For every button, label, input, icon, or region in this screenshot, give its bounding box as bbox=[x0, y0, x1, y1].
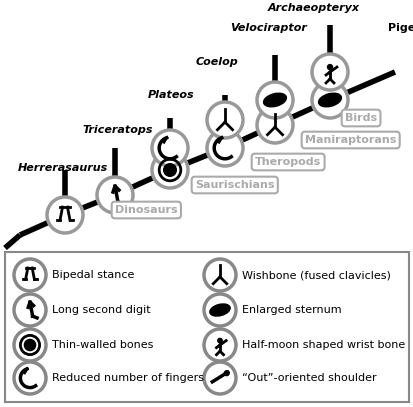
Circle shape bbox=[204, 259, 235, 291]
Circle shape bbox=[204, 362, 235, 394]
Ellipse shape bbox=[263, 93, 286, 107]
Text: Theropods: Theropods bbox=[254, 157, 320, 167]
Text: Reduced number of fingers: Reduced number of fingers bbox=[52, 373, 204, 383]
Circle shape bbox=[311, 82, 347, 118]
Text: Saurischians: Saurischians bbox=[195, 180, 274, 190]
Text: Plateos: Plateos bbox=[147, 90, 194, 100]
Text: Archaeopteryx: Archaeopteryx bbox=[267, 3, 359, 13]
Circle shape bbox=[256, 107, 292, 143]
Circle shape bbox=[217, 338, 222, 343]
Circle shape bbox=[14, 294, 46, 326]
Circle shape bbox=[152, 130, 188, 166]
Text: Enlarged sternum: Enlarged sternum bbox=[242, 305, 341, 315]
Circle shape bbox=[206, 102, 242, 138]
Circle shape bbox=[152, 152, 188, 188]
Ellipse shape bbox=[209, 304, 230, 316]
Text: Bipedal stance: Bipedal stance bbox=[52, 270, 134, 280]
Circle shape bbox=[14, 259, 46, 291]
Circle shape bbox=[97, 177, 133, 213]
Circle shape bbox=[204, 294, 235, 326]
Text: Dinosaurs: Dinosaurs bbox=[115, 205, 177, 215]
Circle shape bbox=[163, 164, 176, 176]
Text: Velociraptor: Velociraptor bbox=[230, 23, 306, 33]
Text: Wishbone (fused clavicles): Wishbone (fused clavicles) bbox=[242, 270, 390, 280]
Text: Long second digit: Long second digit bbox=[52, 305, 150, 315]
Circle shape bbox=[206, 130, 242, 166]
Text: Maniraptorans: Maniraptorans bbox=[304, 135, 395, 145]
Text: Half-moon shaped wrist bone: Half-moon shaped wrist bone bbox=[242, 340, 404, 350]
FancyBboxPatch shape bbox=[5, 252, 408, 402]
Circle shape bbox=[224, 371, 228, 376]
Text: Birds: Birds bbox=[344, 113, 376, 123]
Text: Thin-walled bones: Thin-walled bones bbox=[52, 340, 153, 350]
Text: Triceratops: Triceratops bbox=[82, 125, 152, 135]
Circle shape bbox=[311, 54, 347, 90]
Circle shape bbox=[256, 82, 292, 118]
Text: Pigeon: Pigeon bbox=[387, 23, 413, 33]
Circle shape bbox=[14, 329, 46, 361]
Circle shape bbox=[327, 65, 332, 70]
Text: Herrerasaurus: Herrerasaurus bbox=[18, 163, 108, 173]
Text: “Out”-oriented shoulder: “Out”-oriented shoulder bbox=[242, 373, 376, 383]
Circle shape bbox=[204, 329, 235, 361]
Circle shape bbox=[24, 339, 36, 350]
Ellipse shape bbox=[318, 93, 341, 107]
Circle shape bbox=[47, 197, 83, 233]
Text: Coelop: Coelop bbox=[195, 57, 238, 67]
Circle shape bbox=[14, 362, 46, 394]
